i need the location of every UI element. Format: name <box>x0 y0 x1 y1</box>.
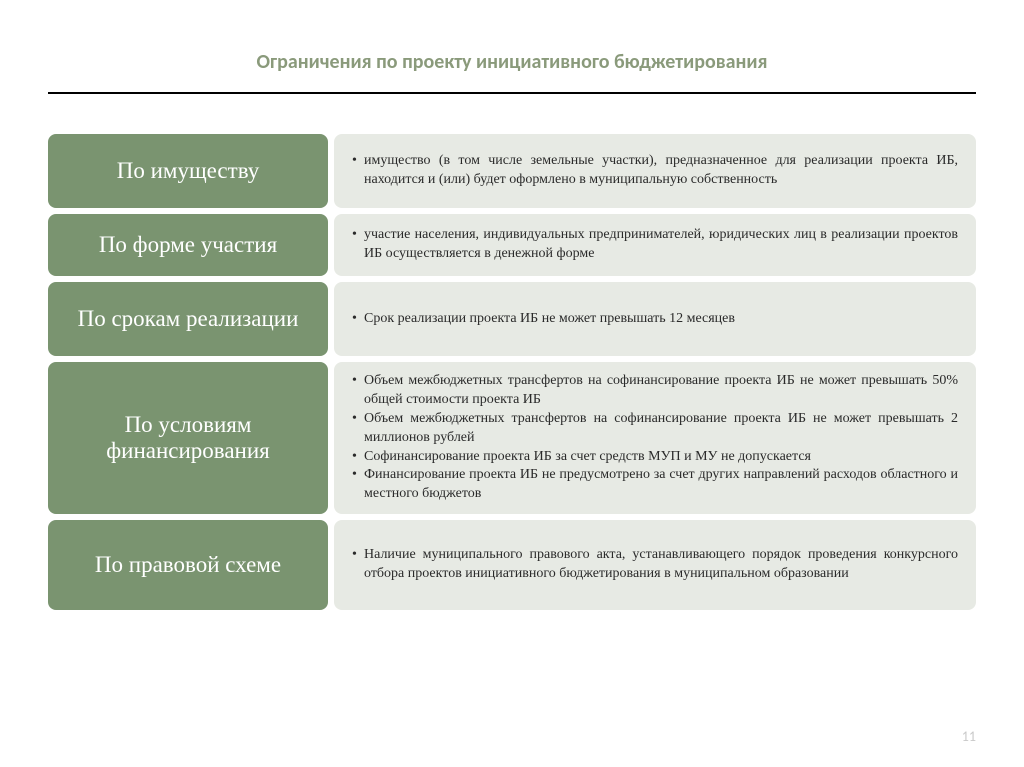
title-divider <box>48 92 976 94</box>
slide-title: Ограничения по проекту инициативного бюд… <box>48 50 976 74</box>
bullet-list: Объем межбюджетных трансфертов на софина… <box>352 372 958 504</box>
constraint-content: Срок реализации проекта ИБ не может прев… <box>334 282 976 356</box>
constraint-row: По правовой схеме Наличие муниципального… <box>48 520 976 610</box>
bullet-list: Наличие муниципального правового акта, у… <box>352 546 958 584</box>
bullet-item: Софинансирование проекта ИБ за счет сред… <box>352 448 958 467</box>
constraint-content: имущество (в том числе земельные участки… <box>334 134 976 208</box>
constraint-content: Объем межбюджетных трансфертов на софина… <box>334 362 976 514</box>
constraint-row: По форме участия участие населения, инди… <box>48 214 976 276</box>
bullet-list: Срок реализации проекта ИБ не может прев… <box>352 310 958 329</box>
bullet-item: Объем межбюджетных трансфертов на софина… <box>352 410 958 448</box>
constraint-row: По условиям финансирования Объем межбюдж… <box>48 362 976 514</box>
bullet-list: участие населения, индивидуальных предпр… <box>352 226 958 264</box>
constraint-content: участие населения, индивидуальных предпр… <box>334 214 976 276</box>
constraint-label: По условиям финансирования <box>48 362 328 514</box>
constraint-label: По имуществу <box>48 134 328 208</box>
constraint-label: По форме участия <box>48 214 328 276</box>
constraint-row: По имуществу имущество (в том числе земе… <box>48 134 976 208</box>
bullet-item: Финансирование проекта ИБ не предусмотре… <box>352 466 958 504</box>
constraint-row: По срокам реализации Срок реализации про… <box>48 282 976 356</box>
bullet-item: Объем межбюджетных трансфертов на софина… <box>352 372 958 410</box>
constraint-label: По правовой схеме <box>48 520 328 610</box>
constraint-rows: По имуществу имущество (в том числе земе… <box>48 134 976 610</box>
page-number: 11 <box>962 728 976 745</box>
constraint-content: Наличие муниципального правового акта, у… <box>334 520 976 610</box>
constraint-label: По срокам реализации <box>48 282 328 356</box>
bullet-item: участие населения, индивидуальных предпр… <box>352 226 958 264</box>
bullet-item: имущество (в том числе земельные участки… <box>352 152 958 190</box>
bullet-list: имущество (в том числе земельные участки… <box>352 152 958 190</box>
bullet-item: Срок реализации проекта ИБ не может прев… <box>352 310 958 329</box>
bullet-item: Наличие муниципального правового акта, у… <box>352 546 958 584</box>
